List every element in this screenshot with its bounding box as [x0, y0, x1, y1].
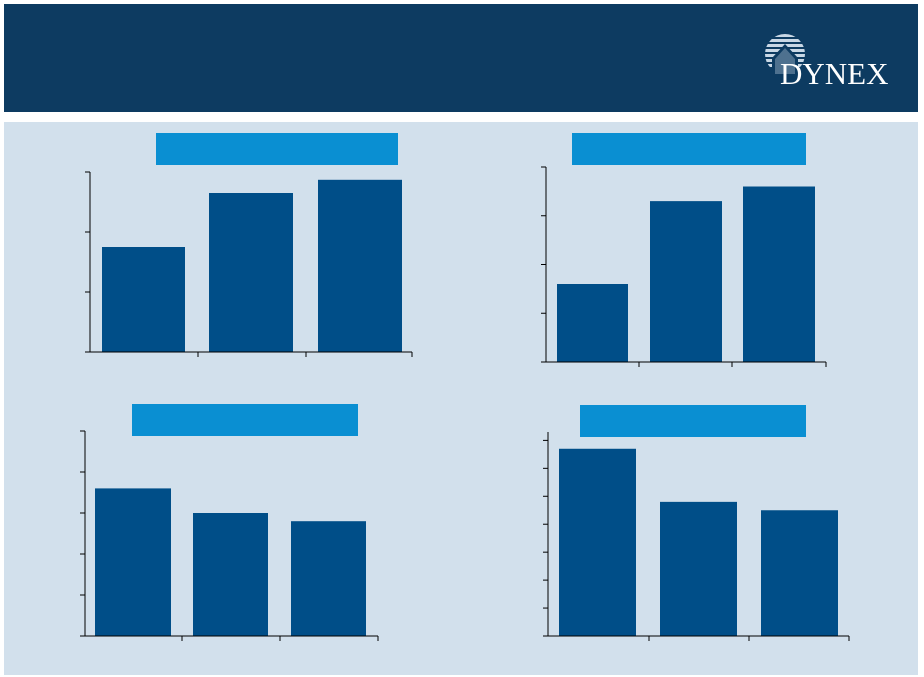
chart-3-bar-3 [291, 521, 366, 636]
chart-4-bar-3 [761, 510, 838, 636]
chart-1-title-bar [156, 133, 398, 165]
chart-2-title-bar [572, 133, 806, 165]
logo-text: DYNEX [780, 56, 889, 91]
chart-1-bar-2 [209, 193, 293, 352]
chart-3-bar-2 [193, 513, 268, 636]
chart-4-title-bar [580, 405, 806, 437]
chart-2-bar-2 [650, 201, 722, 362]
chart-2-bar-1 [557, 284, 628, 362]
chart-2-bar-3 [743, 186, 815, 362]
chart-3-title-bar [132, 404, 358, 436]
house-globe-icon [765, 34, 805, 74]
chart-1-bar-3 [318, 179, 402, 352]
header-bar [4, 4, 918, 112]
chart-3-bar-1 [95, 488, 171, 636]
chart-1-bar-1 [102, 247, 185, 352]
chart-4-bar-1 [559, 448, 636, 636]
chart-4-bar-2 [660, 501, 737, 636]
dynex-logo: DYNEX [756, 28, 896, 98]
